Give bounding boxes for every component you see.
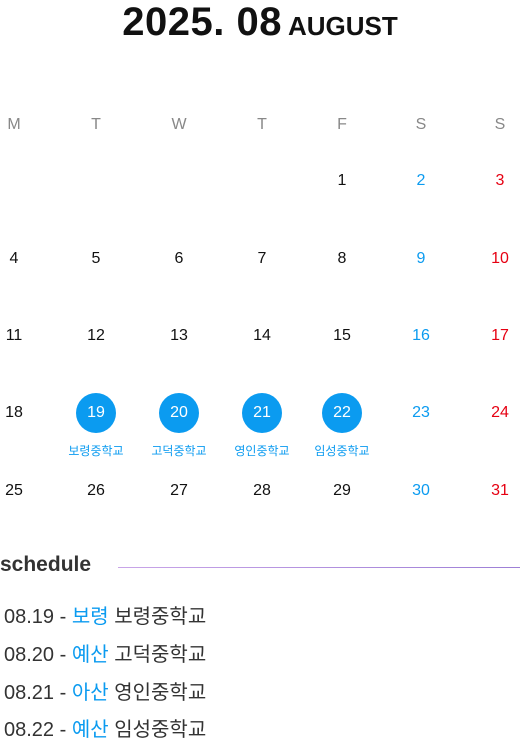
weekday-label: T xyxy=(91,116,101,133)
day-cell: 29 xyxy=(333,482,351,499)
day-cell: 4 xyxy=(9,250,19,267)
schedule-item: 08.19 - 보령 보령중학교 xyxy=(4,600,206,629)
schedule-title: schedule xyxy=(0,553,92,576)
date: 08.22 xyxy=(4,719,55,741)
weekday-label: W xyxy=(171,116,187,133)
day-cell: 7 xyxy=(257,250,267,267)
day-cell: 18 xyxy=(5,404,23,421)
month-name: AUGUST xyxy=(287,11,398,41)
city: 예산 xyxy=(71,719,109,741)
day-cell: 6 xyxy=(174,250,184,267)
city: 예산 xyxy=(71,644,109,666)
weekday-label: F xyxy=(337,116,347,133)
date: 08.21 xyxy=(4,682,55,704)
title: 2025. 08 AUGUST xyxy=(0,0,520,45)
day-cell: 11 xyxy=(5,327,23,344)
school: 고덕중학교 xyxy=(114,644,207,666)
day-cell: 9 xyxy=(416,250,426,267)
day-cell: 30 xyxy=(412,482,430,499)
day-cell: 27 xyxy=(170,482,188,499)
day-cell: 13 xyxy=(170,327,188,344)
year-month: 2025. 08 xyxy=(122,0,282,44)
city: 보령 xyxy=(71,606,109,628)
weekday-label: S xyxy=(415,116,427,133)
day-cell: 1 xyxy=(337,172,347,189)
day-cell: 12 xyxy=(87,327,105,344)
day-cell: 16 xyxy=(412,327,430,344)
day-cell: 20 xyxy=(159,393,199,433)
dash: - xyxy=(59,606,67,628)
day-cell: 19 xyxy=(76,393,116,433)
day-cell: 14 xyxy=(253,327,271,344)
school: 보령중학교 xyxy=(114,606,207,628)
day-cell: 26 xyxy=(87,482,105,499)
day-cell: 17 xyxy=(491,327,509,344)
date: 08.19 xyxy=(4,606,55,628)
school: 영인중학교 xyxy=(114,682,207,704)
weekday-label: T xyxy=(257,116,267,133)
divider xyxy=(118,567,520,568)
dash: - xyxy=(59,644,67,666)
day-cell: 21 xyxy=(242,393,282,433)
dash: - xyxy=(59,719,67,741)
day-cell: 5 xyxy=(91,250,101,267)
day-cell: 10 xyxy=(491,250,509,267)
weekday-label: S xyxy=(494,116,506,133)
day-cell: 28 xyxy=(253,482,271,499)
city: 아산 xyxy=(71,682,109,704)
day-cell: 22 xyxy=(322,393,362,433)
event-label: 임성중학교 xyxy=(314,444,370,458)
day-cell: 3 xyxy=(495,172,505,189)
day-cell: 2 xyxy=(416,172,426,189)
day-cell: 23 xyxy=(412,404,430,421)
day-cell: 25 xyxy=(5,482,23,499)
schedule-item: 08.20 - 예산 고덕중학교 xyxy=(4,638,206,667)
schedule-item: 08.22 - 예산 임성중학교 xyxy=(4,713,206,742)
event-label: 보령중학교 xyxy=(68,444,124,458)
event-label: 고덕중학교 xyxy=(151,444,207,458)
day-cell: 31 xyxy=(491,482,509,499)
dash: - xyxy=(59,682,67,704)
day-cell: 8 xyxy=(337,250,347,267)
weekday-label: M xyxy=(7,116,21,133)
date: 08.20 xyxy=(4,644,55,666)
school: 임성중학교 xyxy=(114,719,207,741)
schedule-item: 08.21 - 아산 영인중학교 xyxy=(4,676,206,705)
event-label: 영인중학교 xyxy=(234,444,290,458)
day-cell: 15 xyxy=(333,327,351,344)
day-cell: 24 xyxy=(491,404,509,421)
